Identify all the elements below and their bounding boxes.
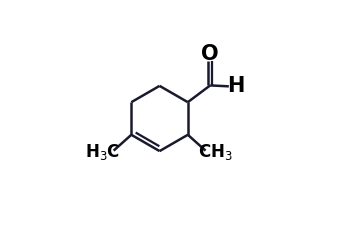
Text: O: O bbox=[201, 44, 219, 64]
Text: H: H bbox=[227, 76, 245, 96]
Text: H$_3$C: H$_3$C bbox=[85, 143, 120, 162]
Text: CH$_3$: CH$_3$ bbox=[198, 143, 233, 162]
